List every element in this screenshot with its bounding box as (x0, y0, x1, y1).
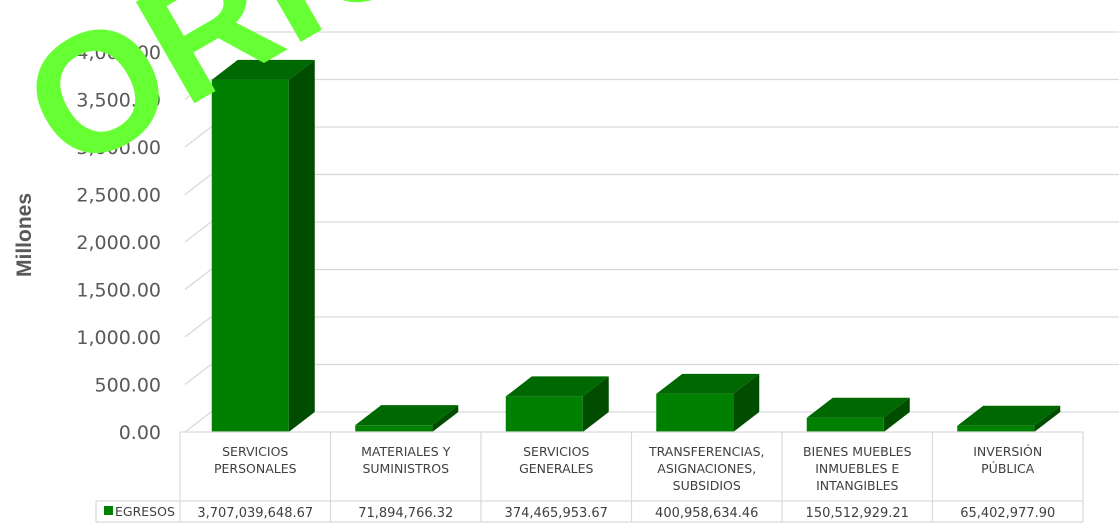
category-label-line: SUBSIDIOS (673, 478, 741, 493)
bar-top (505, 376, 609, 397)
y-axis-ticks: 0.00 500.00 1,000.00 1,500.00 2,000.00 2,500.… (76, 42, 161, 444)
gridline-diagonal (184, 268, 212, 291)
value-cell: 150,512,929.21 (806, 506, 909, 521)
category-label-line: SERVICIOS (523, 444, 589, 459)
category-label-line: PERSONALES (214, 461, 297, 476)
bar-1 (211, 59, 315, 432)
category-label-line: MATERIALES Y (361, 444, 451, 459)
category-label: BIENES MUEBLES INMUEBLES E INTANGIBLES (803, 444, 912, 493)
y-tick-label: 1,000.00 (76, 327, 161, 349)
category-label-line: GENERALES (519, 461, 593, 476)
y-tick-label: 3,000.00 (76, 137, 161, 159)
category-label: MATERIALES Y SUMINISTROS (361, 444, 451, 476)
category-label-line: ASIGNACIONES, (657, 461, 756, 476)
bar-top (957, 405, 1061, 426)
bar-2 (355, 405, 459, 432)
y-axis-title: Millones (13, 193, 36, 277)
bar-front (957, 425, 1035, 432)
watermark-original: ORIGINAL (0, 0, 808, 207)
bar-3 (505, 376, 609, 432)
bar-top (211, 59, 315, 80)
bar-top (806, 397, 910, 418)
bar-side (1034, 405, 1061, 432)
gridline-diagonal (184, 31, 212, 53)
y-tick-label: 2,000.00 (76, 232, 161, 254)
legend-label: EGRESOS (115, 504, 175, 519)
category-label-line: SUMINISTROS (362, 461, 449, 476)
gridline-diagonal (184, 411, 212, 433)
gridlines (184, 31, 1119, 433)
value-cell: 400,958,634.46 (655, 506, 758, 521)
bar-top (355, 405, 459, 426)
category-label-line: INVERSIÓN (973, 444, 1042, 459)
gridline-diagonal (184, 363, 212, 386)
gridline-diagonal (184, 78, 212, 101)
y-tick-label: 2,500.00 (76, 185, 161, 207)
legend-swatch (104, 506, 113, 515)
bar-4 (656, 373, 760, 432)
bar-side (288, 59, 315, 432)
bar-5 (806, 397, 910, 432)
bar-6 (957, 405, 1061, 432)
category-label-line: TRANSFERENCIAS, (648, 444, 765, 459)
value-cell: 3,707,039,648.67 (197, 506, 313, 521)
y-tick-label: 0.00 (119, 422, 161, 444)
bar-side (432, 405, 459, 432)
gridline-diagonal (184, 173, 212, 196)
y-tick-label: 3,500.00 (76, 90, 161, 112)
bar-front (505, 396, 583, 432)
category-label: INVERSIÓN PÚBLICA (973, 444, 1042, 476)
bar-front (211, 79, 289, 432)
category-label: TRANSFERENCIAS, ASIGNACIONES, SUBSIDIOS (648, 444, 765, 493)
value-cell: 374,465,953.67 (505, 506, 608, 521)
gridline-diagonal (184, 126, 212, 148)
y-tick-label: 1,500.00 (76, 280, 161, 302)
data-table: SERVICIOS PERSONALES MATERIALES Y SUMINISTR… (95, 431, 1084, 523)
y-tick-label: 4,000.00 (76, 42, 161, 64)
category-label: SERVICIOS PERSONALES (214, 444, 297, 476)
bar-side (883, 397, 910, 432)
bar-front (806, 417, 884, 432)
bar-side (582, 376, 609, 432)
bar-side (733, 373, 760, 432)
y-tick-label: 500.00 (95, 375, 161, 397)
gridline-diagonal (184, 316, 212, 338)
category-label: SERVICIOS GENERALES (519, 444, 593, 476)
bar-top (656, 373, 760, 394)
category-label-line: INTANGIBLES (816, 478, 898, 493)
category-label-line: BIENES MUEBLES (803, 444, 912, 459)
value-cell: 65,402,977.90 (960, 506, 1055, 521)
category-label-line: INMUEBLES E (815, 461, 899, 476)
category-label-line: PÚBLICA (981, 461, 1035, 476)
category-label-line: SERVICIOS (222, 444, 288, 459)
bars (211, 59, 1061, 432)
bar-front (355, 425, 433, 432)
value-cell: 71,894,766.32 (358, 506, 453, 521)
gridline-diagonal (184, 221, 212, 243)
bar-front (656, 393, 734, 432)
